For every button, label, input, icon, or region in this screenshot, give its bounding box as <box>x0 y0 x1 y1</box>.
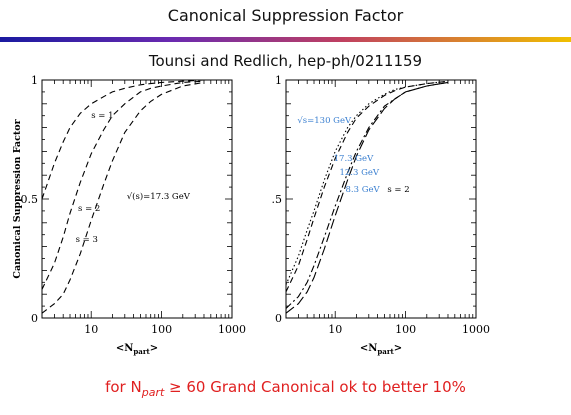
y-axis-label: Canonical Suppression Factor <box>12 118 23 278</box>
x-axis-label: <Npart> <box>360 343 402 356</box>
chart-annotation: √(s)=17.3 GeV <box>127 191 191 202</box>
x-tick-label: 100 <box>395 323 416 336</box>
footer-prefix: for N <box>105 378 142 396</box>
footer-note: for Npart ≥ 60 Grand Canonical ok to bet… <box>0 378 571 399</box>
slide-title: Canonical Suppression Factor <box>167 6 404 25</box>
y-tick-label: 1 <box>31 74 38 87</box>
x-tick-label: 10 <box>328 323 342 336</box>
slide-subtitle: Tounsi and Redlich, hep-ph/0211159 <box>148 52 423 70</box>
y-tick-label: 0.5 <box>272 193 282 206</box>
series-line-2 <box>41 80 205 290</box>
series-line-4 <box>285 81 449 314</box>
chart-annotation: 8.3 GeV <box>345 185 380 195</box>
x-tick-label: 10 <box>84 323 98 336</box>
chart-annotation: 17.3 GeV <box>334 154 374 164</box>
chart-left: 10 100 1000 0 0.5 1 <Npart> Canonical Suppressi… <box>12 74 246 356</box>
y-tick-label: 0 <box>31 312 38 325</box>
series-line-2 <box>285 80 449 293</box>
title-gradient-bar <box>0 37 571 42</box>
y-tick-label: 0.5 <box>21 193 39 206</box>
x-axis-label: <Npart> <box>116 343 158 356</box>
series-line-3 <box>41 81 205 314</box>
chart-annotation: s = 2 <box>78 204 100 214</box>
chart-annotation: 12.3 GeV <box>339 168 379 178</box>
chart-annotation: √s=130 GeV <box>297 116 352 126</box>
chart-annotation: s = 3 <box>76 235 98 245</box>
x-tick-label: 1000 <box>218 323 246 336</box>
series-line-1 <box>285 80 449 285</box>
chart-annotation: s = 1 <box>91 111 113 121</box>
chart-annotation: s = 2 <box>387 185 409 195</box>
footer-suffix: ≥ 60 Grand Canonical ok to better 10% <box>164 378 466 396</box>
x-tick-label: 100 <box>151 323 172 336</box>
footer-subscript: part <box>141 386 165 399</box>
series-line-1 <box>41 79 205 200</box>
y-tick-label: 0 <box>275 312 282 325</box>
y-tick-label: 1 <box>275 74 282 87</box>
x-tick-label: 1000 <box>462 323 490 336</box>
